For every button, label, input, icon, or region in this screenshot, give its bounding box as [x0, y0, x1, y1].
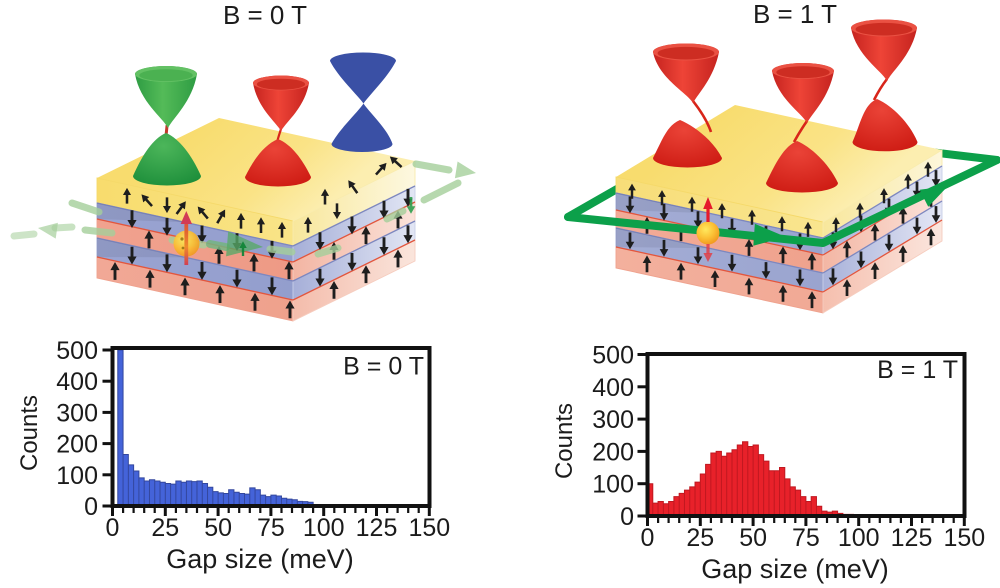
- svg-text:50: 50: [739, 524, 767, 552]
- svg-text:300: 300: [56, 399, 98, 427]
- svg-text:150: 150: [408, 514, 450, 542]
- svg-text:25: 25: [686, 524, 714, 552]
- svg-text:B = 0 T: B = 0 T: [343, 353, 424, 381]
- svg-text:200: 200: [56, 431, 98, 459]
- svg-text:B = 1 T: B = 1 T: [753, 0, 837, 29]
- svg-text:125: 125: [891, 524, 933, 552]
- svg-text:300: 300: [592, 406, 634, 434]
- svg-text:0: 0: [84, 493, 98, 521]
- svg-text:100: 100: [303, 514, 345, 542]
- svg-text:25: 25: [151, 514, 179, 542]
- svg-text:75: 75: [257, 514, 285, 542]
- svg-text:50: 50: [204, 514, 232, 542]
- svg-text:200: 200: [592, 438, 634, 466]
- svg-text:Counts: Counts: [551, 403, 578, 479]
- svg-text:Gap size (meV): Gap size (meV): [701, 554, 889, 584]
- svg-text:400: 400: [56, 368, 98, 396]
- svg-text:B = 1 T: B = 1 T: [877, 356, 958, 384]
- svg-text:100: 100: [838, 524, 880, 552]
- svg-text:75: 75: [792, 524, 820, 552]
- svg-text:400: 400: [592, 374, 634, 402]
- svg-text:0: 0: [106, 514, 120, 542]
- svg-text:Counts: Counts: [16, 395, 43, 471]
- svg-text:150: 150: [943, 524, 985, 552]
- svg-text:B = 0 T: B = 0 T: [223, 0, 307, 30]
- svg-text:100: 100: [56, 462, 98, 490]
- svg-text:0: 0: [620, 503, 634, 531]
- svg-text:500: 500: [56, 337, 98, 365]
- svg-text:Gap size (meV): Gap size (meV): [166, 544, 354, 574]
- svg-text:500: 500: [592, 342, 634, 370]
- svg-text:0: 0: [641, 524, 655, 552]
- svg-text:100: 100: [592, 471, 634, 499]
- svg-text:125: 125: [356, 514, 398, 542]
